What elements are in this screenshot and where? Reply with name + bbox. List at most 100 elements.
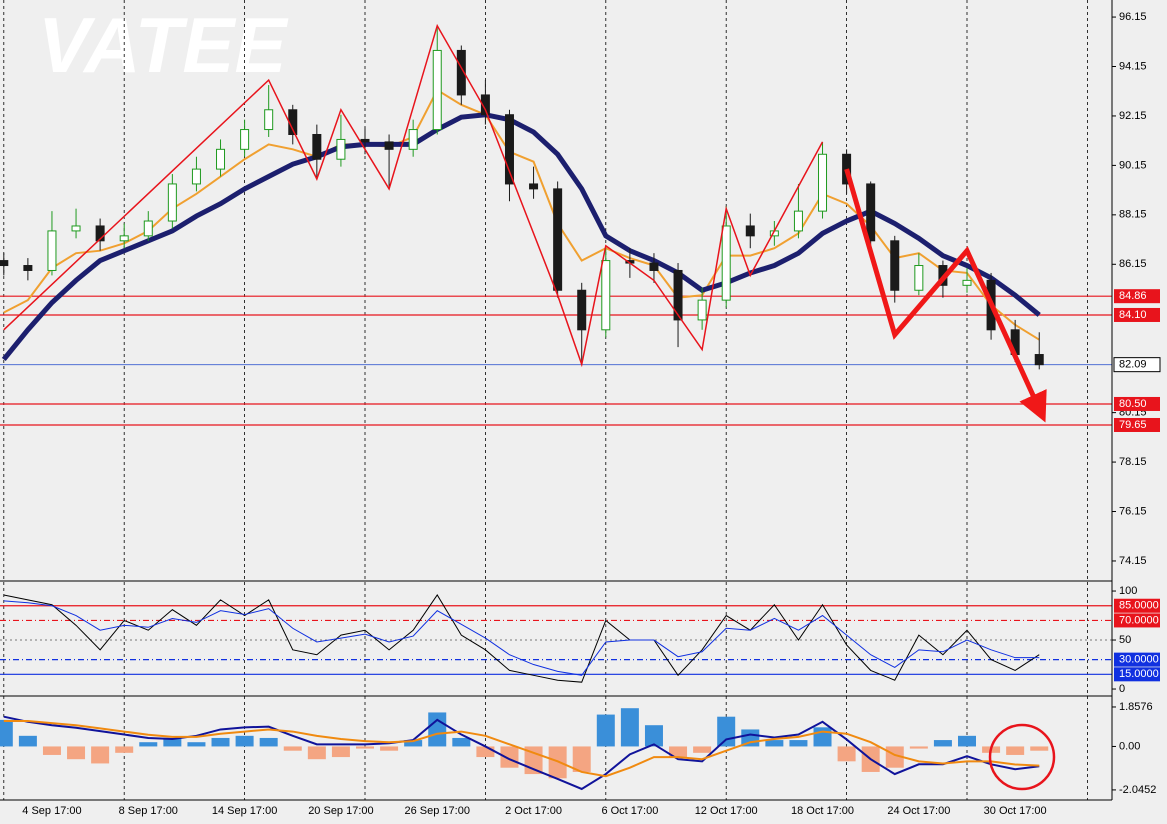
histogram-bar <box>115 746 134 753</box>
histogram-bar <box>452 737 471 747</box>
histogram-bar <box>765 740 784 747</box>
zigzag <box>3 23 824 368</box>
histogram-bar <box>18 735 37 747</box>
level-box <box>1114 307 1160 322</box>
x-tick-label: 26 Sep 17:00 <box>405 805 470 817</box>
histogram-bar <box>67 746 86 760</box>
histogram-bar <box>187 742 206 747</box>
candle-body <box>745 225 755 237</box>
level-label: 84.10 <box>1119 309 1147 321</box>
candle-body <box>697 299 707 321</box>
level-box <box>1114 396 1160 411</box>
y-tick-label: 0 <box>1119 683 1125 695</box>
x-tick-label: 4 Sep 17:00 <box>22 805 81 817</box>
y-tick-label: 78.15 <box>1119 456 1147 468</box>
candle-body <box>890 240 900 291</box>
level-box <box>1114 667 1160 682</box>
highlight-circle <box>988 723 1056 791</box>
histogram-bar <box>259 737 278 747</box>
candle-body <box>408 129 418 150</box>
candle-body <box>673 269 683 321</box>
histogram-bar <box>139 742 158 747</box>
y-tick-label: 90.15 <box>1119 159 1147 171</box>
histogram-bar <box>644 725 663 747</box>
candle-body <box>360 138 370 143</box>
histogram-bar <box>307 746 326 760</box>
histogram-bar <box>283 746 302 751</box>
candle-body <box>529 183 539 190</box>
level-box <box>1114 289 1160 304</box>
x-tick-label: 12 Oct 17:00 <box>695 805 758 817</box>
level-box <box>1114 598 1160 613</box>
level-label: 30.0000 <box>1119 654 1159 666</box>
histogram-bar <box>331 746 350 758</box>
candle-body <box>95 225 105 242</box>
y-tick-label: 74.15 <box>1119 555 1147 567</box>
histogram-bar <box>235 735 254 747</box>
candle-body <box>504 114 514 185</box>
x-tick-label: 8 Sep 17:00 <box>119 805 178 817</box>
level-label: 70.0000 <box>1119 614 1159 626</box>
x-tick-label: 18 Oct 17:00 <box>791 805 854 817</box>
oscillator-line <box>3 600 1040 676</box>
pattern-arrow <box>844 168 1047 423</box>
candle-body <box>866 183 876 242</box>
y-tick-label: 88.15 <box>1119 209 1147 221</box>
y-tick-label: 1.8576 <box>1119 701 1153 713</box>
candle-body <box>721 225 731 301</box>
watermark: VATEE <box>38 1 288 89</box>
candle-body <box>191 168 201 185</box>
x-tick-label: 6 Oct 17:00 <box>601 805 658 817</box>
candle-body <box>962 279 972 286</box>
candle-body <box>480 94 490 116</box>
candle-body <box>553 188 563 291</box>
histogram-bar <box>669 746 688 758</box>
histogram-bar <box>596 714 615 747</box>
histogram-bar <box>909 746 928 749</box>
y-tick-label: 92.15 <box>1119 110 1147 122</box>
histogram-bar <box>356 746 374 749</box>
histogram-bar <box>1030 746 1049 751</box>
candle-body <box>432 49 442 131</box>
histogram-bar <box>500 746 519 768</box>
histogram-bar <box>1006 746 1025 755</box>
level-label: 84.86 <box>1119 290 1147 302</box>
candle-body <box>456 49 466 96</box>
oscillator-line <box>3 594 1040 683</box>
level-box <box>1114 652 1160 667</box>
histogram-bar <box>933 740 952 747</box>
histogram-bar <box>572 746 591 772</box>
y-tick-label: -2.0452 <box>1119 784 1156 796</box>
y-tick-label: 50 <box>1119 634 1131 646</box>
histogram-bar <box>404 740 423 747</box>
macd-line <box>3 719 1040 778</box>
candle-body <box>47 230 57 271</box>
candle-body <box>0 260 9 267</box>
x-tick-label: 20 Sep 17:00 <box>308 805 373 817</box>
histogram-bar <box>42 746 61 755</box>
x-tick-label: 30 Oct 17:00 <box>984 805 1047 817</box>
level-label: 82.09 <box>1119 359 1147 371</box>
candle-body <box>71 225 81 232</box>
y-tick-label: 100 <box>1119 585 1137 597</box>
histogram-bar <box>693 746 712 753</box>
level-box <box>1114 613 1160 628</box>
candle-body <box>818 153 828 212</box>
histogram-bar <box>837 746 856 762</box>
candle-body <box>1034 354 1044 366</box>
histogram-bar <box>789 740 808 747</box>
candle-body <box>167 183 177 222</box>
histogram-bar <box>211 737 230 747</box>
candle-body <box>119 235 129 242</box>
histogram-bar <box>0 719 13 747</box>
histogram-bar <box>958 735 976 747</box>
histogram-bar <box>428 712 447 747</box>
candle-body <box>312 133 322 160</box>
level-label: 85.0000 <box>1119 600 1159 612</box>
y-tick-label: 96.15 <box>1119 11 1147 23</box>
y-tick-label: 86.15 <box>1119 258 1147 270</box>
candle-body <box>264 109 274 131</box>
macd-line <box>3 715 1040 791</box>
histogram-bar <box>91 746 110 764</box>
